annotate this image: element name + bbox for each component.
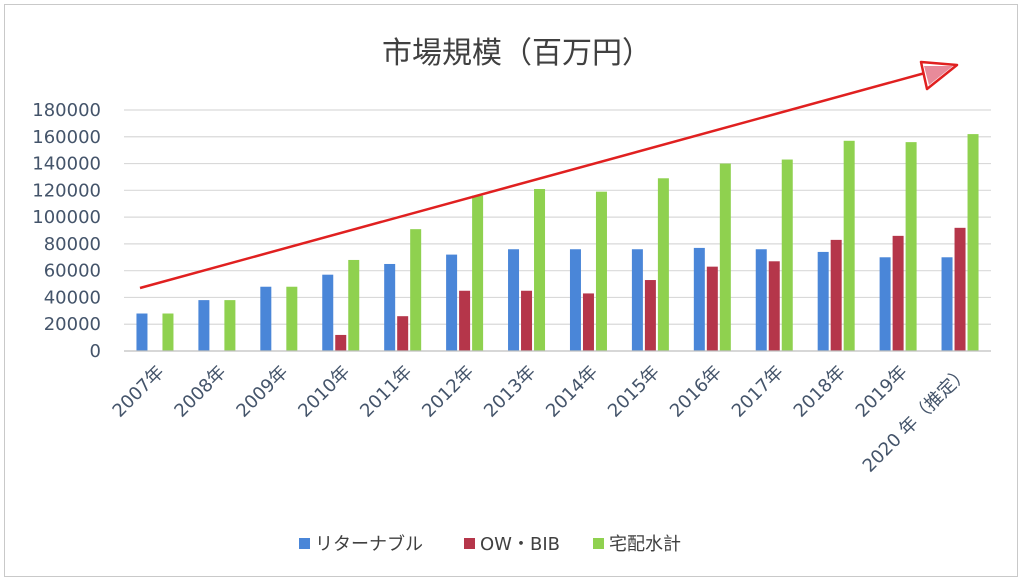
legend-label: リターナブル	[315, 533, 423, 555]
y-tick-label: 60000	[44, 261, 101, 282]
bar	[892, 235, 904, 351]
bar	[595, 191, 607, 351]
bar	[136, 313, 148, 351]
x-tick-label: 2016年	[666, 362, 726, 422]
legend-swatch	[593, 538, 604, 549]
y-tick-label: 20000	[44, 314, 101, 335]
y-tick-label: 140000	[32, 154, 101, 175]
legend-label: OW・BIB	[480, 534, 560, 555]
chart-frame: 市場規模（百万円） 0 20000 40000 60000 80000 100000 120…	[4, 4, 1018, 577]
bar	[286, 286, 298, 351]
x-tick-label: 2008年	[170, 362, 230, 422]
bar	[534, 188, 546, 351]
x-tick-label: 2013年	[480, 362, 540, 422]
bar	[260, 286, 272, 351]
bars	[136, 134, 979, 351]
y-tick-label: 100000	[32, 207, 101, 228]
bar	[843, 140, 855, 351]
bar	[162, 313, 174, 351]
bar	[397, 316, 409, 351]
bar	[582, 293, 594, 351]
x-axis-ticks: 2007年 2008年 2009年 2010年 2011年 2012年 2013年 2014年…	[109, 362, 974, 477]
y-tick-label: 180000	[32, 100, 101, 121]
x-tick-label: 2018年	[790, 362, 850, 422]
bar	[755, 249, 767, 351]
x-tick-label: 2015年	[604, 362, 664, 422]
bar	[410, 229, 422, 351]
bar	[967, 134, 979, 351]
x-tick-label: 2012年	[418, 362, 478, 422]
bar	[348, 259, 360, 351]
trend-arrow-head-fill	[924, 66, 953, 85]
x-tick-label: 2010年	[294, 362, 354, 422]
bar	[941, 257, 953, 351]
legend-label: 宅配水計	[609, 534, 681, 555]
bar	[521, 290, 533, 351]
bar	[459, 290, 471, 351]
x-tick-label: 2011年	[356, 362, 416, 422]
x-tick-label: 2017年	[728, 362, 788, 422]
bar	[954, 227, 966, 351]
bar	[706, 266, 718, 351]
bar	[830, 239, 842, 351]
legend: リターナブル OW・BIB 宅配水計	[299, 533, 681, 555]
trend-arrow	[139, 60, 959, 290]
bar	[631, 249, 643, 351]
gridlines	[124, 109, 991, 325]
y-axis-ticks: 0 20000 40000 60000 80000 100000 120000 140000 1…	[32, 100, 101, 362]
trend-arrow-line	[139, 71, 926, 290]
bar	[768, 261, 780, 351]
bar	[508, 249, 520, 351]
bar	[817, 251, 829, 351]
bar	[335, 334, 347, 351]
x-tick-label: 2014年	[542, 362, 602, 422]
bar	[781, 159, 793, 351]
x-tick-label: 2007年	[109, 362, 169, 422]
legend-swatch	[464, 538, 475, 549]
bar	[569, 249, 581, 351]
y-tick-label: 160000	[32, 127, 101, 148]
bar	[719, 163, 731, 351]
bar	[322, 274, 334, 351]
bar-chart: 市場規模（百万円） 0 20000 40000 60000 80000 100000 120…	[32, 36, 991, 555]
bar	[693, 247, 705, 351]
legend-swatch	[299, 538, 310, 549]
bar	[224, 300, 236, 351]
y-tick-label: 0	[90, 341, 101, 362]
bar	[446, 254, 458, 351]
y-tick-label: 80000	[44, 234, 101, 255]
y-tick-label: 120000	[32, 180, 101, 201]
bar	[879, 257, 891, 351]
bar	[198, 300, 210, 351]
x-tick-label: 2020 年（推定）	[859, 362, 974, 477]
bar	[472, 195, 484, 351]
x-tick-label: 2019年	[852, 362, 912, 422]
bar	[905, 142, 917, 351]
y-tick-label: 40000	[44, 287, 101, 308]
bar	[657, 178, 669, 351]
bar	[384, 263, 396, 351]
chart-title: 市場規模（百万円）	[382, 36, 652, 71]
bar	[644, 280, 656, 351]
x-tick-label: 2009年	[232, 362, 292, 422]
